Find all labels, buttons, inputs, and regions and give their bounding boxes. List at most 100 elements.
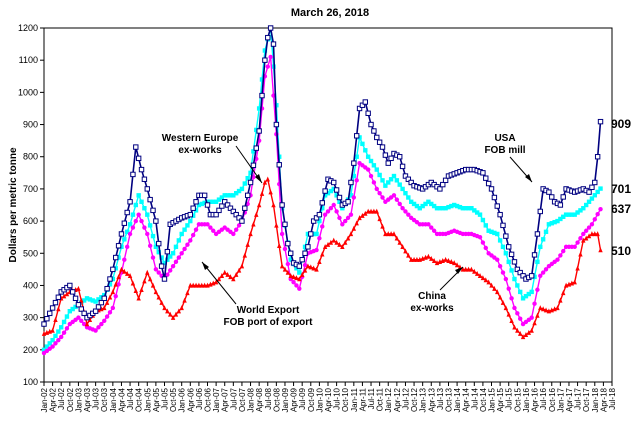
data-point <box>84 296 90 301</box>
data-point <box>377 172 382 178</box>
data-point <box>122 237 127 242</box>
data-point <box>53 316 58 322</box>
data-point <box>446 257 451 263</box>
data-point <box>592 217 597 222</box>
data-point <box>196 202 202 208</box>
data-point <box>165 272 170 277</box>
data-point <box>589 196 595 201</box>
data-point <box>357 215 362 221</box>
data-point <box>56 337 61 343</box>
data-point <box>506 259 511 265</box>
data-point <box>156 270 161 275</box>
data-point <box>79 318 84 324</box>
data-point <box>598 186 603 191</box>
data-point <box>543 307 549 313</box>
data-point <box>98 299 105 306</box>
data-point <box>204 202 211 208</box>
data-point <box>400 206 405 211</box>
data-point <box>161 276 168 282</box>
data-point <box>127 199 133 205</box>
data-point <box>67 309 73 314</box>
data-point <box>508 251 515 258</box>
data-point <box>256 202 262 208</box>
data-point <box>294 283 299 288</box>
data-point <box>334 209 339 214</box>
x-tick-label: Apr-16 <box>531 387 540 412</box>
data-point <box>380 178 385 183</box>
data-point <box>414 256 420 262</box>
data-point <box>518 316 523 321</box>
data-point <box>483 223 488 228</box>
data-point <box>351 173 357 179</box>
data-point <box>348 193 354 198</box>
data-point <box>262 179 268 185</box>
annotation-western-europe-line1: Western Europe <box>162 133 239 144</box>
data-point <box>285 269 291 275</box>
data-point <box>211 199 216 204</box>
data-point <box>259 92 265 99</box>
data-point <box>231 231 236 237</box>
data-point <box>317 259 322 265</box>
data-point <box>469 266 474 272</box>
data-point <box>193 208 199 213</box>
data-point <box>208 199 213 204</box>
data-point <box>334 193 339 198</box>
data-point <box>242 205 248 211</box>
x-tick-label: Apr-14 <box>462 387 471 412</box>
data-point <box>158 263 165 269</box>
data-point <box>431 203 437 209</box>
data-point <box>185 242 190 247</box>
data-point <box>102 318 107 324</box>
data-point <box>254 127 259 133</box>
x-tick-label: Oct-13 <box>444 387 453 412</box>
data-point <box>119 244 124 250</box>
data-point <box>116 282 121 287</box>
data-point <box>586 233 592 239</box>
x-tick-label: Oct-08 <box>272 387 281 412</box>
data-point <box>437 186 443 192</box>
data-point <box>107 310 113 315</box>
data-point <box>273 121 280 128</box>
data-point <box>136 212 141 217</box>
axes: 100 200 300 400 500 600 700 800 900 1000 1100 1200 J… <box>18 23 617 412</box>
data-point <box>578 251 583 257</box>
data-point <box>538 273 543 278</box>
data-point <box>598 206 603 212</box>
data-point <box>47 310 53 317</box>
data-point <box>506 286 511 291</box>
y-tick-label: 900 <box>23 120 38 130</box>
data-point <box>495 289 500 295</box>
x-tick-label: Apr-06 <box>186 387 195 412</box>
x-tick-label: Apr-12 <box>393 387 402 412</box>
data-point <box>236 267 242 273</box>
data-point <box>124 229 130 235</box>
data-point <box>394 197 400 202</box>
data-point <box>81 321 87 327</box>
data-point <box>139 218 144 224</box>
data-point <box>463 266 468 272</box>
data-point <box>561 214 566 219</box>
x-tick-label: Oct-05 <box>169 387 178 412</box>
data-point <box>529 327 534 333</box>
data-point <box>351 160 357 166</box>
data-point <box>371 128 377 134</box>
data-point <box>360 141 365 147</box>
data-point <box>121 220 128 226</box>
data-point <box>190 213 196 218</box>
x-tick-label: Oct-15 <box>513 387 522 412</box>
data-point <box>523 293 529 299</box>
data-point <box>509 296 514 301</box>
data-point <box>193 199 199 205</box>
data-point <box>79 297 84 303</box>
data-point <box>234 227 239 232</box>
data-point <box>59 334 64 340</box>
data-point <box>575 210 580 215</box>
data-point <box>480 170 486 176</box>
data-point <box>503 233 509 239</box>
data-point <box>368 173 374 179</box>
data-point <box>336 194 343 201</box>
data-point <box>454 203 460 209</box>
data-point <box>107 282 113 287</box>
data-point <box>440 206 445 211</box>
data-point <box>377 191 382 196</box>
